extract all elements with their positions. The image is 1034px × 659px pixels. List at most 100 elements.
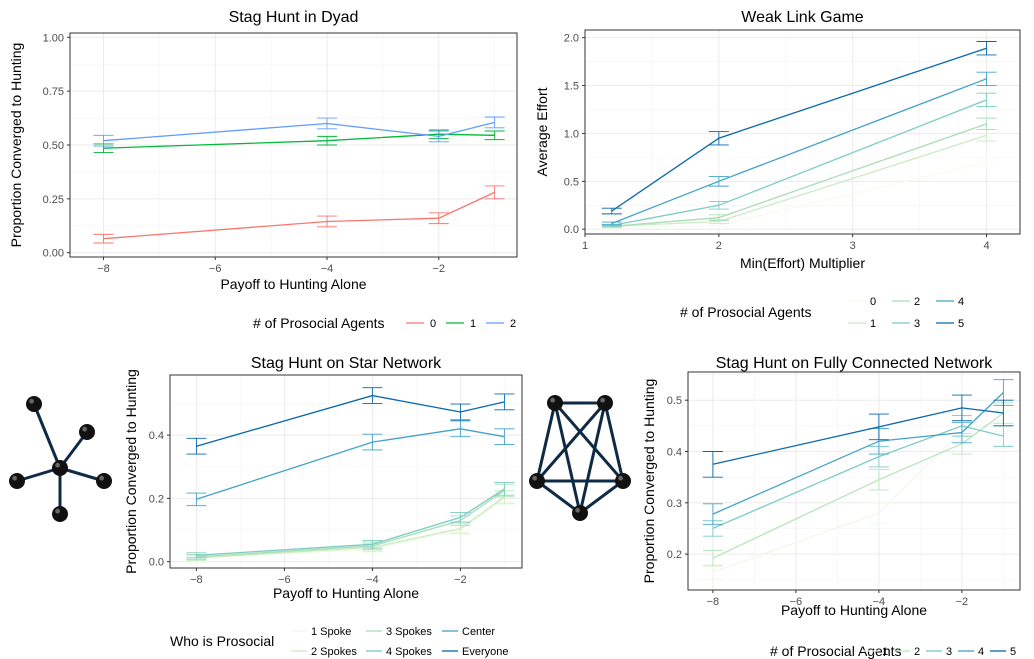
series-line [712, 407, 1004, 465]
chart-title: Stag Hunt on Fully Connected Network [716, 355, 994, 372]
node-highlight [550, 397, 555, 403]
legend-label: 3 [914, 318, 920, 330]
y-tick-label: 0.0 [564, 224, 579, 236]
node-highlight [600, 397, 605, 403]
legend-label: Center [462, 626, 495, 638]
legend-title: Who is Prosocial [170, 633, 274, 649]
legend-label: 5 [958, 318, 964, 330]
x-tick-label: 1 [582, 240, 588, 252]
y-axis-label: Proportion Converged to Hunting [8, 43, 24, 248]
series-line [103, 191, 495, 240]
y-tick-label: 0.2 [149, 493, 164, 505]
network-edge [535, 402, 607, 482]
series-star-3 [186, 482, 515, 559]
legend-label: 4 [958, 296, 964, 308]
legend-label: 0 [430, 318, 436, 330]
x-tick-label: −6 [278, 574, 291, 586]
network-edge [579, 479, 624, 515]
chart-weaklink: 1 2 3 4 0.0 0.5 1.0 1.5 2.0 Weak Link Game Min(Eff… [534, 9, 1021, 330]
y-tick-label: 2.0 [564, 33, 579, 45]
series-line [712, 425, 1004, 529]
y-tick-label: 0.3 [667, 498, 682, 510]
panel-border [687, 371, 1021, 591]
node-highlight [82, 426, 87, 432]
series-dyad-0 [93, 185, 505, 244]
x-tick-label: −8 [190, 574, 203, 586]
x-tick-label: −8 [707, 596, 720, 608]
y-tick-label: 0.00 [43, 248, 64, 260]
legend-label: 1 [470, 318, 476, 330]
y-tick-label: 0.4 [149, 430, 164, 442]
panel-border [584, 29, 1021, 235]
series-line [196, 497, 505, 560]
panel-border [169, 374, 523, 569]
y-axis-label: Proportion Converged to Hunting [123, 369, 139, 574]
legend-label: 2 [914, 646, 920, 658]
x-tick-label: −6 [790, 596, 803, 608]
node-highlight [532, 475, 537, 481]
series-star-4 [186, 420, 515, 507]
legend-weaklink: # of Prosocial Agents 0 1 2 3 4 5 [680, 296, 964, 330]
legend-label: 2 Spokes [311, 646, 357, 658]
legend-label: 2 [914, 296, 920, 308]
series-full-4 [702, 394, 1014, 478]
node-highlight [12, 475, 17, 481]
plot-area [688, 372, 1020, 590]
x-tick-label: −6 [209, 263, 222, 275]
node-highlight [29, 398, 34, 404]
x-tick-label: 3 [850, 240, 856, 252]
node-highlight [575, 507, 580, 513]
network-node [96, 473, 112, 489]
network-edge [578, 402, 607, 514]
series-weaklink-5 [601, 41, 997, 215]
chart-dyad: −8 −6 −4 −2 0.00 0.25 0.50 0.75 1.00 Stag Hunt in… [8, 9, 518, 331]
series-line [712, 412, 1004, 559]
y-axis-label: Proportion Converged to Hunting [641, 379, 657, 584]
x-tick-label: 4 [983, 240, 989, 252]
network-node [52, 506, 68, 522]
y-tick-label: 0.4 [667, 447, 682, 459]
legend-label: 3 [946, 646, 952, 658]
chart-star: −8 −6 −4 −2 0.0 0.2 0.4 Stag Hunt on Star Netwo… [123, 355, 523, 658]
series-line [196, 488, 505, 556]
x-tick-label: −4 [366, 574, 379, 586]
x-tick-label: −2 [956, 596, 969, 608]
legend-label: 0 [870, 296, 876, 308]
series-line [196, 496, 505, 559]
series-line [712, 420, 1004, 573]
y-tick-label: 0.75 [43, 86, 64, 98]
y-tick-label: 0.2 [667, 549, 682, 561]
legend-label: 3 Spokes [386, 626, 432, 638]
legend-title: # of Prosocial Agents [253, 315, 385, 331]
y-tick-label: 1.0 [564, 128, 579, 140]
chart-full: −8 −6 −4 −2 0.2 0.3 0.4 0.5 Stag Hunt on Fully C… [641, 355, 1021, 659]
y-axis-label: Average Effort [534, 87, 550, 176]
y-tick-label: 1.5 [564, 81, 579, 93]
legend-label: 1 Spoke [311, 626, 351, 638]
x-tick-label: −2 [433, 263, 446, 275]
legend-label: 5 [1010, 646, 1016, 658]
network-edge [536, 479, 581, 515]
legend-label: 2 [510, 318, 516, 330]
x-axis-label: Payoff to Hunting Alone [273, 585, 419, 601]
network-node [615, 473, 631, 489]
legend-label: 1 [870, 318, 876, 330]
star-network-icon [9, 396, 112, 522]
network-edge [535, 402, 557, 482]
plot-area [170, 375, 522, 568]
chart-title: Stag Hunt in Dyad [229, 9, 359, 26]
chart-title: Weak Link Game [741, 9, 864, 26]
x-axis-label: Payoff to Hunting Alone [220, 276, 366, 292]
legend-title: # of Prosocial Agents [770, 643, 902, 659]
network-node [79, 424, 95, 440]
network-node [529, 473, 545, 489]
node-highlight [55, 508, 60, 514]
x-axis-label: Payoff to Hunting Alone [781, 602, 927, 618]
chart-title: Stag Hunt on Star Network [251, 355, 442, 372]
network-node [9, 473, 25, 489]
legend-star: Who is Prosocial 1 Spoke 2 Spokes 3 Spokes 4… [170, 626, 508, 658]
node-highlight [55, 462, 60, 468]
x-tick-label: −2 [454, 574, 467, 586]
series-line [103, 133, 495, 149]
